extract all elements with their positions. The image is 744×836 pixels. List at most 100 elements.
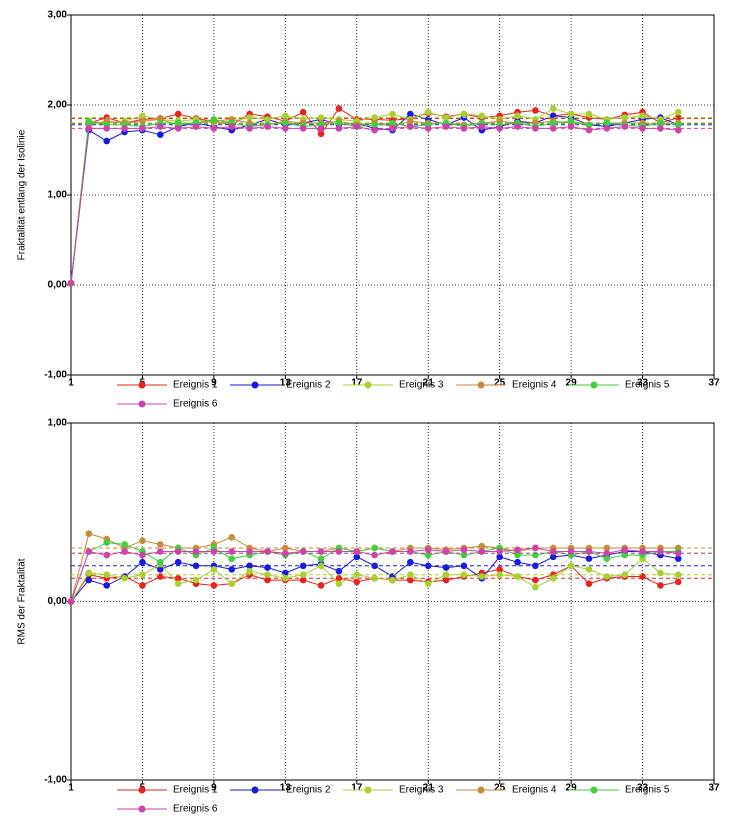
data-point	[407, 576, 414, 584]
data-point	[621, 123, 628, 130]
data-point	[264, 571, 271, 579]
data-point	[228, 548, 236, 555]
y-tick-label: 0,00	[48, 280, 68, 291]
data-point	[514, 123, 521, 130]
data-point	[299, 108, 307, 116]
data-point	[228, 580, 236, 587]
data-point	[389, 576, 396, 584]
series-line	[70, 118, 679, 284]
data-point	[532, 125, 539, 132]
data-point	[657, 548, 664, 555]
data-point	[460, 546, 468, 554]
data-point	[496, 125, 503, 132]
data-point	[585, 110, 593, 118]
data-point	[549, 574, 557, 582]
legend-label: Ereignis 3	[399, 785, 444, 796]
legend-marker	[251, 381, 259, 389]
data-point	[282, 550, 289, 557]
data-point	[514, 112, 521, 120]
y-axis-label: RMS der Fraktalität	[17, 558, 28, 644]
data-point	[353, 578, 361, 586]
data-point	[585, 555, 593, 562]
data-point	[139, 537, 146, 545]
data-point	[317, 582, 325, 589]
plot-frame	[70, 14, 715, 376]
data-point	[85, 576, 93, 584]
data-point	[603, 573, 611, 580]
data-point	[674, 121, 682, 129]
data-point	[353, 548, 361, 555]
data-point	[353, 571, 361, 579]
data-point	[246, 567, 253, 575]
data-point	[442, 571, 450, 579]
data-point	[603, 544, 611, 552]
data-point	[496, 566, 503, 573]
data-point	[657, 582, 664, 589]
data-point	[85, 569, 93, 577]
legend-marker	[138, 805, 146, 813]
data-point	[460, 562, 468, 570]
data-point	[210, 125, 218, 132]
data-point	[496, 548, 503, 555]
data-point	[174, 558, 182, 566]
data-point	[532, 544, 539, 552]
legend-marker	[590, 381, 598, 389]
data-point	[371, 121, 378, 129]
data-point	[567, 562, 575, 570]
data-point	[460, 125, 468, 132]
data-point	[192, 576, 200, 584]
series-line	[70, 126, 679, 284]
x-tick-label: 33	[637, 378, 649, 389]
data-point	[674, 114, 682, 121]
data-point	[407, 123, 414, 130]
data-point	[157, 573, 164, 580]
data-point	[67, 279, 75, 287]
data-point	[246, 125, 253, 132]
data-point	[139, 571, 146, 579]
y-tick-label: 3,00	[48, 10, 68, 21]
data-point	[549, 125, 557, 132]
data-point	[335, 567, 343, 575]
data-point	[442, 576, 450, 584]
legend-marker	[364, 786, 372, 794]
x-tick-label: 17	[351, 378, 363, 389]
data-point	[621, 571, 628, 579]
data-point	[103, 582, 111, 589]
data-point	[407, 110, 414, 118]
x-tick-label: 25	[494, 378, 506, 389]
data-point	[121, 548, 128, 555]
data-point	[674, 126, 682, 134]
data-point	[317, 555, 325, 562]
data-point	[639, 112, 646, 120]
data-point	[567, 123, 575, 130]
data-point	[299, 571, 307, 579]
data-point	[246, 562, 253, 570]
legend-marker	[138, 786, 146, 794]
data-point	[157, 548, 164, 555]
data-point	[103, 137, 111, 145]
data-point	[657, 125, 664, 132]
data-point	[514, 558, 521, 566]
data-point	[478, 542, 486, 550]
data-point	[585, 566, 593, 573]
series-line	[70, 118, 679, 284]
data-point	[282, 119, 289, 127]
x-tick-label: 17	[351, 783, 363, 794]
legend-label: Ereignis 5	[625, 785, 670, 796]
data-point	[407, 117, 414, 125]
data-point	[282, 544, 289, 552]
legend-label: Ereignis 6	[173, 804, 218, 815]
legend-label: Ereignis 2	[286, 785, 331, 796]
data-point	[549, 553, 557, 561]
data-point	[621, 546, 628, 554]
y-tick-label: 2,00	[48, 100, 68, 111]
data-point	[264, 576, 271, 584]
data-point	[585, 126, 593, 134]
data-point	[174, 110, 182, 118]
x-tick-label: 21	[423, 378, 435, 389]
data-point	[674, 555, 682, 562]
data-point	[371, 114, 378, 121]
data-point	[228, 123, 236, 130]
data-point	[353, 553, 361, 561]
data-point	[389, 119, 396, 127]
